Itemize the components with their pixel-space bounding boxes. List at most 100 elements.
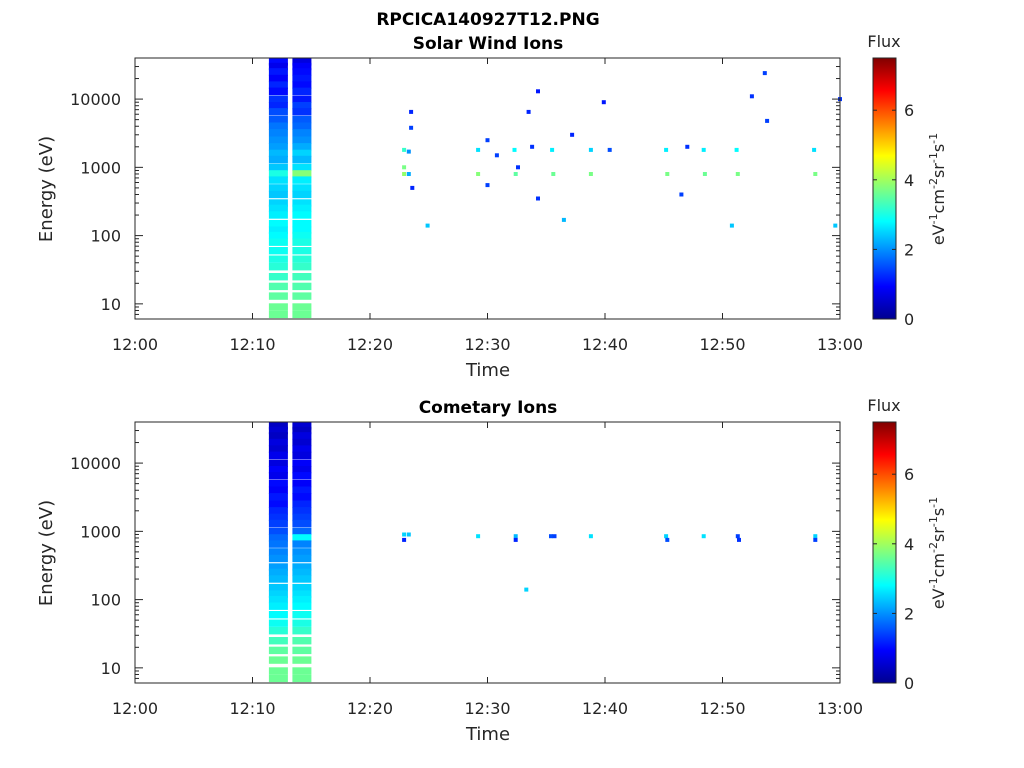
heatmap-cell — [292, 554, 312, 563]
heatmap-cell — [268, 637, 288, 645]
heatmap-cell — [812, 147, 817, 152]
heatmap-cell — [601, 100, 606, 105]
heatmap-cell — [665, 537, 670, 542]
heatmap-cell — [749, 94, 754, 99]
x-tick-label: 12:00 — [112, 335, 158, 354]
heatmap-cell — [268, 310, 288, 319]
panel-title: Solar Wind Ions — [413, 34, 564, 54]
heatmap-cell — [292, 247, 312, 255]
heatmap-cell — [685, 144, 690, 149]
heatmap-cell — [701, 534, 706, 539]
heatmap-cell — [765, 118, 770, 123]
heatmap-cell — [292, 513, 312, 522]
heatmap-cell — [268, 303, 288, 311]
heatmap-cell — [268, 163, 288, 171]
heatmap-cell — [292, 426, 312, 435]
heatmap-cell — [292, 58, 312, 66]
heatmap-cell — [268, 527, 288, 535]
heatmap-cell — [292, 656, 312, 664]
heatmap-cell — [702, 172, 707, 176]
heatmap-cell — [292, 479, 312, 488]
x-tick-label: 13:00 — [817, 699, 863, 718]
heatmap-cell — [476, 147, 481, 152]
heatmap-cell — [292, 451, 312, 459]
heatmap-cell — [530, 144, 535, 149]
y-tick-label: 1000 — [80, 158, 121, 177]
heatmap-cell — [292, 155, 312, 164]
heatmap-cell — [701, 147, 706, 152]
heatmap-cell — [268, 58, 288, 66]
heatmap-cell — [268, 129, 288, 137]
heatmap-cell — [268, 422, 288, 430]
heatmap-cell — [735, 172, 740, 176]
heatmap-cell — [813, 172, 818, 176]
heatmap-cell — [268, 554, 288, 563]
x-tick-label: 12:30 — [464, 699, 510, 718]
x-tick-label: 12:30 — [464, 335, 510, 354]
heatmap-cell — [292, 102, 312, 110]
x-tick-label: 12:40 — [582, 335, 628, 354]
panel-solar-wind-ions: Solar Wind Ions 12:00 12:10 12:20 12:30 12:4… — [36, 32, 948, 381]
y-tick-label: 10000 — [70, 454, 121, 473]
heatmap-cell — [292, 81, 312, 89]
heatmap-cell — [292, 143, 312, 151]
heatmap-cell — [402, 165, 407, 170]
heatmap-cell — [664, 534, 669, 539]
heatmap-cell — [425, 223, 430, 228]
heatmap-cell — [292, 170, 312, 178]
heatmap-cell — [292, 459, 312, 467]
heatmap-cell — [292, 493, 312, 501]
heatmap-cell — [292, 204, 312, 213]
heatmap-cell — [292, 667, 312, 675]
panel-cometary-ions: Cometary Ions 12:00 12:10 12:20 12:30 12:40 1… — [36, 396, 948, 745]
heatmap-cell — [292, 211, 312, 219]
heatmap-cell — [406, 149, 411, 154]
x-axis-label: Time — [465, 724, 510, 745]
heatmap-cell — [292, 238, 312, 246]
heatmap-cell — [402, 147, 407, 152]
heatmap-cell — [268, 674, 288, 683]
heatmap-cell — [552, 534, 557, 539]
heatmap-cell — [588, 534, 593, 539]
colorbar: Flux 0 2 4 6 eV-1cm-2sr-1s-1 — [867, 32, 948, 329]
figure-title: RPCICA140927T12.PNG — [376, 10, 599, 30]
heatmap-cell — [292, 310, 312, 319]
heatmap-cell — [292, 602, 312, 610]
heatmap-cell — [268, 170, 288, 178]
heatmap-cell — [665, 172, 670, 176]
heatmap-cell — [292, 74, 312, 83]
heatmap-cell — [268, 548, 288, 556]
heatmap-cell — [268, 602, 288, 610]
heatmap-cell — [268, 667, 288, 675]
heatmap-cell — [292, 466, 312, 474]
y-axis: 10 100 1000 10000 — [70, 57, 840, 320]
heatmap-cell — [588, 147, 593, 152]
heatmap-cell — [268, 292, 288, 300]
x-tick-label: 12:40 — [582, 699, 628, 718]
heatmap-cell — [476, 534, 481, 539]
heatmap-cell — [292, 273, 312, 281]
y-tick-label: 10 — [101, 295, 121, 314]
heatmap-cell — [292, 590, 312, 598]
y-tick-label: 10000 — [70, 90, 121, 109]
x-axis: 12:00 12:10 12:20 12:30 12:40 12:50 13:00 — [112, 58, 863, 354]
x-tick-label: 13:00 — [817, 335, 863, 354]
heatmap-cell — [292, 292, 312, 300]
heatmap-cell — [268, 486, 288, 494]
heatmap-cell — [268, 247, 288, 255]
heatmap-cell — [536, 89, 540, 94]
heatmap-cell — [292, 534, 312, 542]
heatmap-cell — [292, 438, 312, 447]
heatmap-cell — [524, 587, 529, 592]
y-tick-label: 100 — [90, 591, 121, 610]
heatmap-cell — [292, 68, 312, 76]
plot-area — [135, 58, 840, 319]
colorbar-title: Flux — [867, 396, 900, 415]
heatmap-cell — [292, 422, 312, 430]
heatmap-cell — [588, 172, 593, 176]
heatmap-cell — [292, 129, 312, 137]
heatmap-cell — [292, 674, 312, 683]
heatmap-cell — [292, 507, 312, 515]
heatmap-cell — [268, 81, 288, 89]
heatmap-cell — [813, 534, 818, 539]
